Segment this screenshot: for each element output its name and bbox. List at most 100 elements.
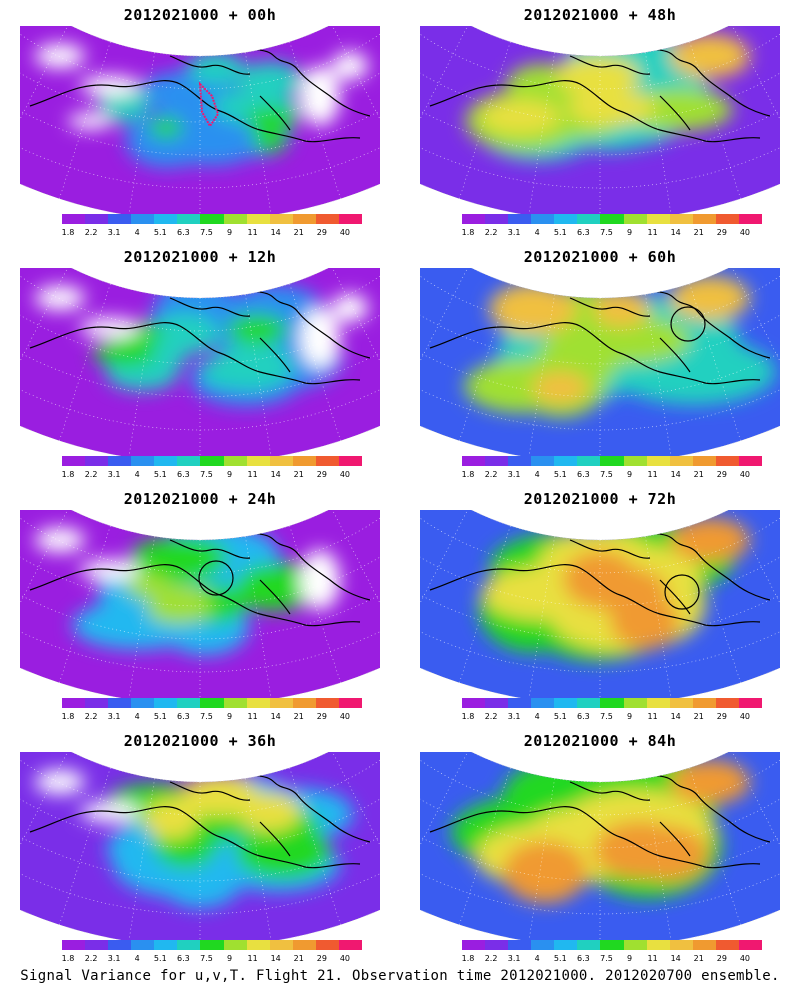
colorbar-tick-label: 14 <box>270 712 281 721</box>
colorbar-segment <box>554 456 578 466</box>
colorbar-segment <box>646 698 670 708</box>
colorbar-segment <box>85 214 109 224</box>
colorbar-segment <box>623 698 647 708</box>
colorbar-tick-label: 2.2 <box>84 228 98 237</box>
colorbar-segment <box>692 698 716 708</box>
colorbar <box>62 940 363 950</box>
colorbar-tick-label: 21 <box>693 712 704 721</box>
colorbar-tick-label: 6.3 <box>577 712 590 721</box>
colorbar-segment <box>623 456 647 466</box>
colorbar-tick-label: 1.8 <box>461 954 475 963</box>
panel-title: 2012021000 + 84h <box>523 732 677 750</box>
panel-title: 2012021000 + 48h <box>523 6 677 24</box>
panel-title: 2012021000 + 72h <box>523 490 677 508</box>
colorbar-tick-label: 1.8 <box>461 228 475 237</box>
observation-circle-icon <box>198 560 234 596</box>
colorbar-segment <box>223 698 247 708</box>
colorbar-tick-label: 3.1 <box>107 954 121 963</box>
colorbar-tick-label: 5.1 <box>553 954 567 963</box>
variance-map <box>20 510 380 700</box>
colorbar-segment <box>269 214 293 224</box>
colorbar-tick-label: 3.1 <box>107 470 121 479</box>
colorbar-segment <box>315 940 339 950</box>
colorbar-segment <box>692 214 716 224</box>
colorbar-segment <box>131 214 155 224</box>
colorbar-tick-label: 5.1 <box>553 470 567 479</box>
colorbar-tick-label: 9 <box>626 470 633 479</box>
colorbar-segment <box>462 698 486 708</box>
colorbar <box>462 214 763 224</box>
colorbar-tick-label: 29 <box>716 954 727 963</box>
colorbar-tick-label: 14 <box>270 228 281 237</box>
colorbar-segment <box>200 456 224 466</box>
colorbar-segment <box>131 456 155 466</box>
colorbar-segment <box>292 698 316 708</box>
colorbar-labels: 1.8 2.2 3.1 4 5.1 6.3 7.5 9 11 14 21 29 40 <box>456 954 766 964</box>
colorbar-segment <box>108 940 132 950</box>
colorbar-segment <box>554 698 578 708</box>
colorbar-tick-label: 4 <box>534 712 540 721</box>
colorbar-segment <box>108 214 132 224</box>
colorbar-segment <box>669 698 693 708</box>
colorbar-tick-label: 40 <box>739 954 751 963</box>
colorbar-segment <box>315 214 339 224</box>
colorbar-tick-label: 7.5 <box>200 954 213 963</box>
colorbar-tick-label: 11 <box>247 954 258 963</box>
colorbar-tick-label: 6.3 <box>177 228 190 237</box>
figure-caption: Signal Variance for u,v,T. Flight 21. Ob… <box>20 968 780 984</box>
colorbar-tick-label: 14 <box>670 228 681 237</box>
coastline <box>429 521 771 627</box>
colorbar-segment <box>246 940 270 950</box>
colorbar-tick-label: 21 <box>293 228 304 237</box>
colorbar-tick-label: 11 <box>247 470 258 479</box>
colorbar-segment <box>315 698 339 708</box>
colorbar-tick-label: 1.8 <box>61 470 75 479</box>
colorbar-tick-label: 11 <box>247 712 258 721</box>
colorbar-tick-label: 21 <box>293 954 304 963</box>
colorbar-tick-label: 11 <box>647 470 658 479</box>
colorbar-segment <box>223 214 247 224</box>
colorbar-segment <box>223 456 247 466</box>
colorbar-tick-label: 29 <box>716 712 727 721</box>
colorbar-tick-label: 21 <box>693 228 704 237</box>
colorbar <box>62 214 363 224</box>
map-panel: 2012021000 + 84h 1.8 2.2 3.1 4 5.1 6.3 7.5 9 11 14… <box>400 726 800 972</box>
colorbar-tick-label: 5.1 <box>553 228 567 237</box>
colorbar-tick-label: 11 <box>647 712 658 721</box>
colorbar-tick-label: 7.5 <box>200 470 213 479</box>
colorbar-segment <box>623 214 647 224</box>
variance-map <box>420 510 780 700</box>
colorbar-segment <box>577 940 601 950</box>
highlight-region <box>198 81 220 128</box>
panel-title: 2012021000 + 12h <box>123 248 277 266</box>
colorbar-segment <box>669 456 693 466</box>
colorbar-tick-label: 9 <box>626 954 633 963</box>
colorbar-tick-label: 9 <box>226 228 233 237</box>
colorbar-segment <box>715 698 739 708</box>
colorbar-segment <box>246 456 270 466</box>
colorbar-tick-label: 14 <box>670 712 681 721</box>
colorbar-segment <box>292 456 316 466</box>
variance-map <box>20 268 380 458</box>
colorbar-segment <box>646 456 670 466</box>
colorbar-segment <box>338 940 363 950</box>
colorbar-tick-label: 5.1 <box>153 712 167 721</box>
colorbar-segment <box>508 214 532 224</box>
colorbar-tick-label: 29 <box>316 712 327 721</box>
colorbar-tick-label: 40 <box>739 470 751 479</box>
colorbar-tick-label: 1.8 <box>61 228 75 237</box>
colorbar-tick-label: 2.2 <box>84 712 98 721</box>
colorbar-tick-label: 11 <box>647 228 658 237</box>
colorbar-segment <box>338 698 363 708</box>
colorbar-segment <box>485 698 509 708</box>
colorbar-labels: 1.8 2.2 3.1 4 5.1 6.3 7.5 9 11 14 21 29 40 <box>56 228 366 238</box>
colorbar-tick-label: 7.5 <box>200 712 213 721</box>
colorbar-segment <box>531 698 555 708</box>
colorbar-segment <box>577 214 601 224</box>
colorbar-segment <box>715 456 739 466</box>
colorbar-tick-label: 2.2 <box>484 954 498 963</box>
map-panel: 2012021000 + 60h 1.8 2.2 3.1 4 5.1 6.3 7.5 9 11 14… <box>400 242 800 488</box>
colorbar-segment <box>292 214 316 224</box>
coastline <box>29 279 371 385</box>
colorbar-segment <box>531 456 555 466</box>
